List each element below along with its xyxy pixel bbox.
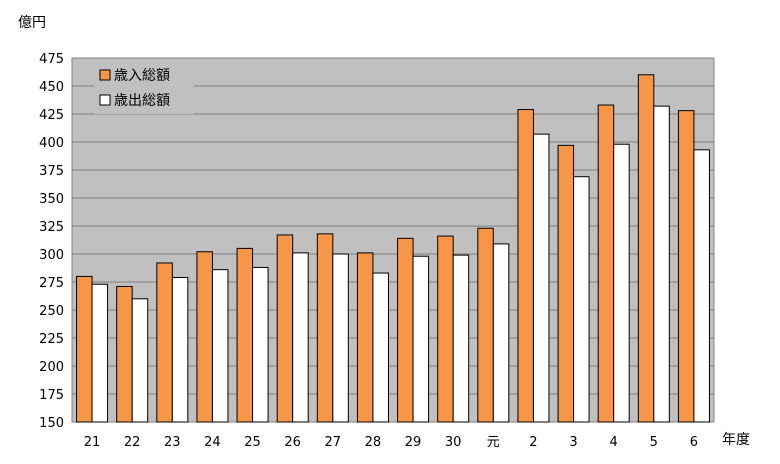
- y-tick-label: 375: [39, 164, 64, 179]
- bar-revenue: [116, 285, 133, 423]
- legend-entry: 歳出総額: [114, 93, 170, 109]
- x-tick-label: 元: [487, 435, 500, 450]
- y-tick-label: 200: [39, 360, 64, 375]
- x-tick-label: 4: [610, 435, 618, 450]
- bar-revenue: [597, 104, 615, 423]
- x-tick-label: 28: [365, 435, 382, 450]
- y-tick-label: 350: [39, 192, 64, 207]
- bar-expenditure: [412, 255, 430, 423]
- bar-revenue: [517, 109, 534, 423]
- bar-expenditure: [532, 133, 550, 423]
- x-axis-ticks: 21 22 23 24 25 26 27 28 29 30 元 2 3 4 5 6: [84, 435, 698, 450]
- x-tick-label: 6: [690, 435, 698, 450]
- x-tick-label: 5: [650, 435, 658, 450]
- bar-revenue: [637, 74, 655, 423]
- y-tick-label: 475: [39, 52, 64, 67]
- x-tick-label: 3: [569, 435, 577, 450]
- bar-revenue: [437, 235, 454, 423]
- x-axis-unit-label: 年度: [722, 432, 750, 448]
- bar-revenue: [236, 247, 254, 423]
- bar-revenue: [397, 237, 414, 423]
- bar-revenue: [76, 275, 93, 423]
- y-tick-label: 450: [39, 80, 64, 95]
- x-tick-label: 2: [529, 435, 537, 450]
- bar-expenditure: [252, 266, 269, 423]
- legend-entry: 歳入総額: [114, 68, 170, 84]
- legend-swatch: [99, 69, 111, 81]
- bar-revenue: [477, 227, 494, 423]
- bar-expenditure: [292, 252, 309, 423]
- bars: [76, 74, 710, 423]
- x-tick-label: 24: [204, 435, 221, 450]
- bar-revenue: [156, 262, 173, 423]
- legend-swatch: [99, 94, 111, 106]
- bar-revenue: [557, 144, 575, 423]
- bar-revenue: [196, 251, 213, 423]
- bar-revenue: [316, 233, 334, 423]
- y-tick-label: 325: [39, 220, 64, 235]
- bar-expenditure: [492, 243, 510, 423]
- x-tick-label: 30: [445, 435, 462, 450]
- x-tick-label: 21: [84, 435, 101, 450]
- x-tick-label: 23: [164, 435, 181, 450]
- y-axis-unit-label: 億円: [18, 15, 46, 31]
- y-tick-label: 250: [39, 304, 64, 319]
- x-tick-label: 27: [325, 435, 342, 450]
- y-tick-label: 275: [39, 276, 64, 291]
- bar-expenditure: [131, 298, 149, 423]
- bar-expenditure: [171, 277, 189, 423]
- y-tick-label: 425: [39, 108, 64, 123]
- bar-revenue: [677, 110, 695, 423]
- bar-revenue: [356, 252, 374, 423]
- y-tick-label: 150: [39, 416, 64, 431]
- y-tick-label: 175: [39, 388, 64, 403]
- bar-expenditure: [573, 176, 590, 423]
- bar-expenditure: [653, 105, 670, 423]
- legend-box: [94, 64, 194, 114]
- bar-expenditure: [372, 272, 389, 423]
- y-tick-label: 225: [39, 332, 64, 347]
- x-tick-label: 29: [405, 435, 422, 450]
- x-tick-label: 22: [124, 435, 141, 450]
- x-tick-label: 26: [284, 435, 301, 450]
- bar-expenditure: [452, 254, 470, 423]
- x-tick-label: 25: [244, 435, 261, 450]
- bar-expenditure: [693, 149, 710, 423]
- bar-expenditure: [91, 283, 109, 423]
- y-axis-ticks: 150 175 200 225 250 275 300 325 350 375 400 425 450 4…: [39, 52, 64, 431]
- bar-expenditure: [211, 269, 229, 423]
- bar-revenue: [276, 234, 294, 423]
- y-tick-label: 300: [39, 248, 64, 263]
- y-tick-label: 400: [39, 136, 64, 151]
- bar-expenditure: [332, 253, 349, 423]
- bar-expenditure: [613, 143, 630, 423]
